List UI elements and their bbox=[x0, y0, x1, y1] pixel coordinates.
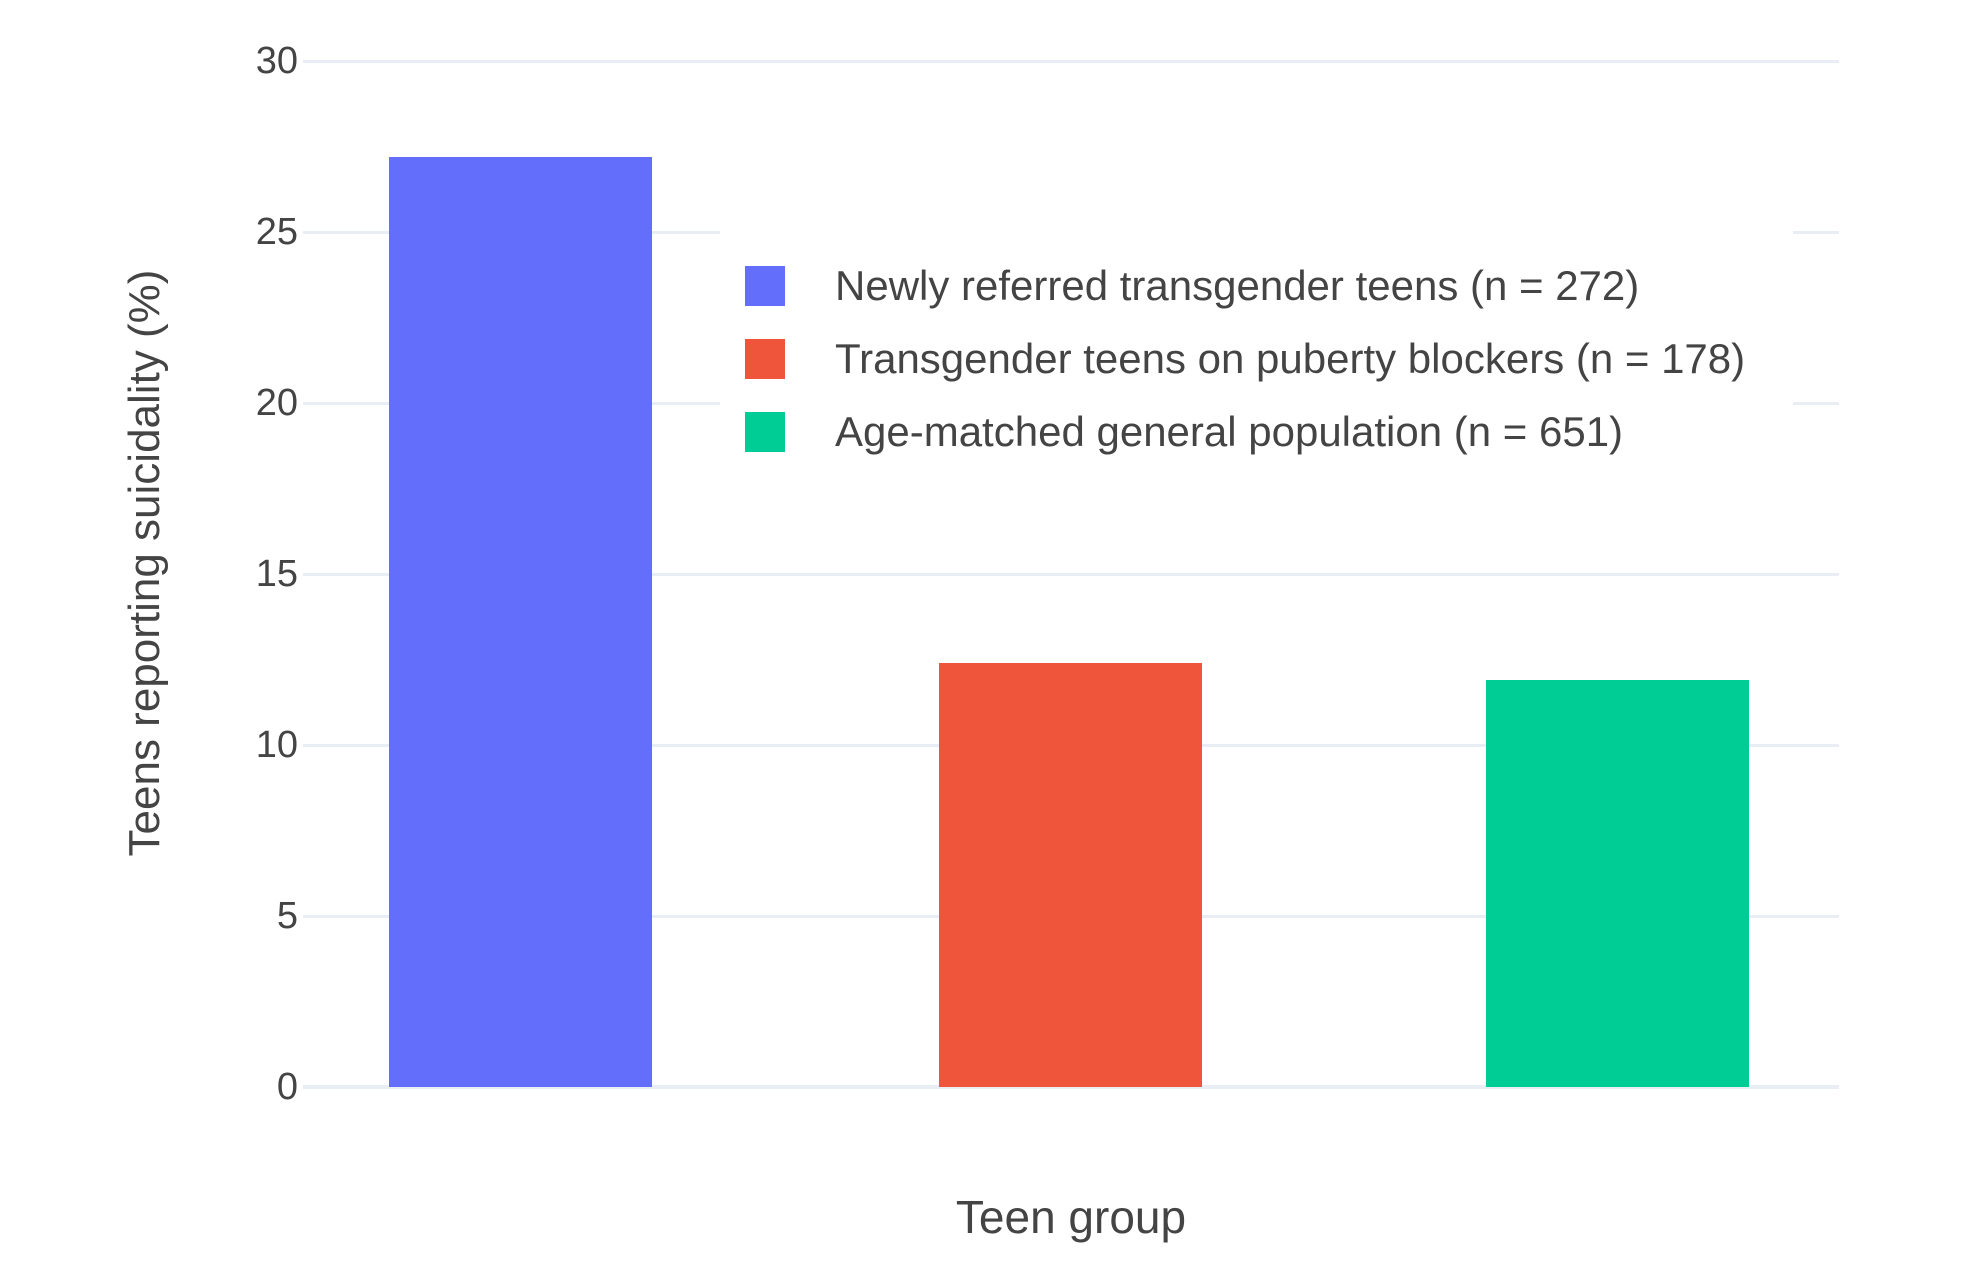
y-tick-label: 15 bbox=[255, 553, 298, 595]
bar-general-population[interactable] bbox=[1485, 680, 1749, 1087]
gridline bbox=[303, 572, 1839, 576]
legend-item-teens-on-puberty-blockers[interactable]: Transgender teens on puberty blockers (n… bbox=[745, 335, 1745, 383]
legend-item-newly-referred-teens[interactable]: Newly referred transgender teens (n = 27… bbox=[745, 262, 1745, 310]
legend-item-general-population[interactable]: Age-matched general population (n = 651) bbox=[745, 408, 1745, 456]
legend-label: Age-matched general population (n = 651) bbox=[835, 408, 1624, 455]
x-axis-title: Teen group bbox=[955, 1191, 1187, 1243]
y-axis-title: Teens reporting suicidality (%) bbox=[120, 269, 169, 857]
legend-swatch-icon bbox=[745, 266, 785, 306]
y-tick-label: 25 bbox=[255, 211, 298, 253]
y-tick-label: 10 bbox=[255, 724, 298, 766]
bar-teens-on-puberty-blockers[interactable] bbox=[938, 662, 1202, 1087]
bar-newly-referred-teens[interactable] bbox=[388, 156, 652, 1087]
y-tick-label: 0 bbox=[276, 1066, 298, 1108]
y-tick-label: 5 bbox=[276, 895, 298, 937]
gridline bbox=[303, 59, 1839, 63]
legend-swatch-icon bbox=[745, 339, 785, 379]
legend-label: Newly referred transgender teens (n = 27… bbox=[835, 262, 1640, 309]
zeroline bbox=[303, 1085, 1839, 1089]
legend: Newly referred transgender teens (n = 27… bbox=[720, 226, 1794, 493]
y-tick-label: 20 bbox=[255, 382, 298, 424]
y-tick-label: 30 bbox=[255, 40, 298, 82]
legend-swatch-icon bbox=[745, 412, 785, 452]
legend-label: Transgender teens on puberty blockers (n… bbox=[835, 335, 1746, 382]
